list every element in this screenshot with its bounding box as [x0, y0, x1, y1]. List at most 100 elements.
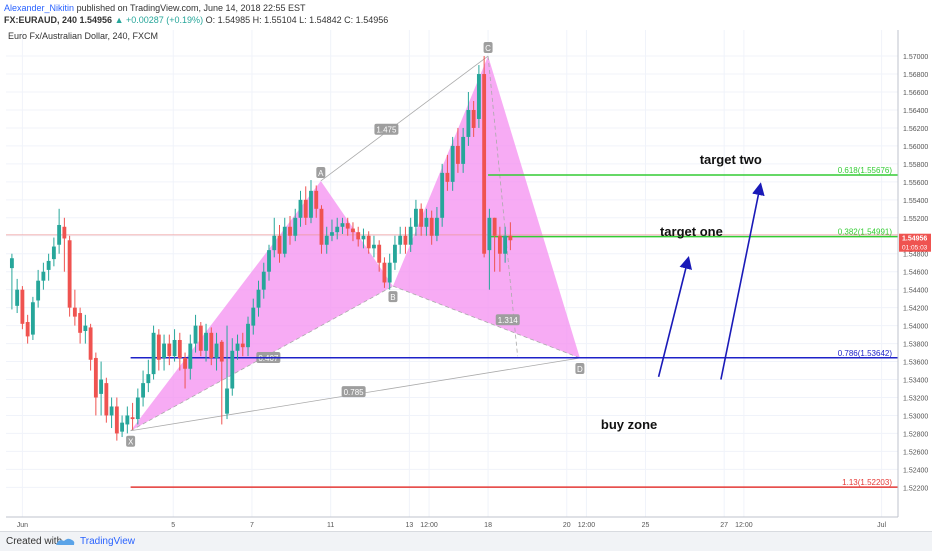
price-tick-label: 1.56800 [903, 72, 928, 79]
last-price-value: 1.54956 [902, 236, 927, 243]
candle-body [398, 235, 403, 245]
point-badge [388, 291, 398, 303]
candle-body [188, 343, 193, 369]
price-tick-label: 1.52200 [903, 485, 928, 492]
candle-body [466, 109, 471, 137]
time-tick-label: Jul [877, 522, 886, 529]
candle-body [125, 415, 130, 425]
candle-body [15, 289, 20, 306]
candle-body [67, 240, 72, 308]
price-tick-label: 1.54400 [903, 288, 928, 295]
candle-body [403, 235, 408, 245]
candle-body [335, 226, 340, 233]
tradingview-brand-link[interactable]: TradingView [80, 536, 136, 547]
candle-body [503, 235, 508, 254]
candle-body [408, 226, 413, 245]
candle-body [240, 343, 245, 348]
price-tick-label: 1.55400 [903, 198, 928, 205]
candle-body [93, 357, 98, 398]
time-tick-label: 7 [250, 522, 254, 529]
time-tick-label: 27 [720, 522, 728, 529]
candle-body [135, 397, 140, 420]
candle-body [198, 325, 203, 351]
candle-body [72, 307, 77, 317]
candle-body [78, 313, 83, 333]
candle-body [277, 235, 282, 254]
annotation-text: target one [660, 224, 723, 239]
candle-body [219, 341, 224, 362]
candle-body [209, 332, 214, 358]
ratio-label: 0.785 [344, 388, 365, 397]
candle-body [377, 244, 382, 263]
candle-body [293, 217, 298, 236]
price-tick-label: 1.53200 [903, 395, 928, 402]
price-tick-label: 1.56200 [903, 126, 928, 133]
change-value: ▲ +0.00287 (+0.19%) [114, 15, 204, 25]
price-tick-label: 1.55600 [903, 180, 928, 187]
symbol-label: FX:EURAUD, 240 [4, 15, 78, 25]
candle-body [440, 172, 445, 218]
ratio-badge [495, 314, 520, 326]
candle-body [120, 422, 125, 432]
level-label: 1.13(1.52203) [842, 478, 892, 487]
candle-body [225, 388, 229, 414]
candle-body [356, 232, 361, 240]
price-tick-label: 1.54800 [903, 252, 928, 259]
level-label: 0.382(1.54991) [838, 228, 893, 237]
candle-body [46, 260, 51, 270]
target-arrow [720, 182, 765, 380]
ratio-label: 1.314 [498, 316, 519, 325]
ohlc-values: O: 1.54985 H: 1.55104 L: 1.54842 C: 1.54… [205, 15, 389, 25]
candle-body [476, 74, 481, 119]
point-label-x: X [128, 438, 134, 447]
time-tick-label: 12:00 [420, 522, 438, 529]
candle-body [414, 208, 418, 227]
candle-body [177, 339, 182, 358]
candle-body [340, 223, 345, 227]
candle-body [130, 417, 135, 420]
candle-body [366, 235, 371, 249]
time-tick-label: 18 [484, 522, 492, 529]
projection-c [487, 56, 518, 357]
footer-bar: Created with TradingView [0, 531, 932, 551]
candle-body [20, 289, 25, 324]
point-badge [126, 435, 136, 447]
candle-body [372, 244, 376, 249]
candle-body [167, 343, 172, 357]
point-label-a: A [318, 169, 324, 178]
candle-body [393, 244, 397, 263]
candle-body [214, 343, 219, 358]
candle-body [51, 246, 56, 260]
candle-body [83, 325, 88, 332]
chart-title: Euro Fx/Australian Dollar, 240, FXCM [8, 31, 158, 41]
price-tick-label: 1.55200 [903, 216, 928, 223]
author-link[interactable]: Alexander_Nikitin [4, 3, 75, 13]
candle-body [361, 235, 366, 240]
candle-body [314, 190, 319, 209]
candle-body [492, 217, 497, 236]
candle-body [351, 228, 355, 233]
time-tick-label: 25 [642, 522, 650, 529]
fib-levels: 0.618(1.55676) 0.382(1.54991) 0.786(1.5364… [6, 166, 898, 488]
created-with-label: Created with [6, 536, 63, 547]
candle-body [36, 280, 41, 301]
annotation-text: buy zone [601, 417, 657, 432]
time-tick-label: 13 [405, 522, 413, 529]
quote-value: 1.54956 [79, 15, 113, 25]
candle-body [434, 217, 439, 236]
candle-body [309, 190, 313, 218]
point-label-b: B [390, 293, 395, 302]
candle-body [288, 226, 292, 236]
target-arrow [657, 256, 692, 378]
level-label: 0.786(1.53642) [838, 349, 893, 358]
candle-body [109, 406, 114, 416]
price-tick-label: 1.52400 [903, 467, 928, 474]
price-tick-label: 1.56000 [903, 144, 928, 151]
candle-body [272, 235, 277, 251]
publish-line: Alexander_Nikitin published on TradingVi… [4, 3, 306, 13]
publish-header: Alexander_Nikitin published on TradingVi… [0, 0, 932, 30]
candle-body [508, 235, 513, 241]
point-badge [316, 166, 326, 178]
